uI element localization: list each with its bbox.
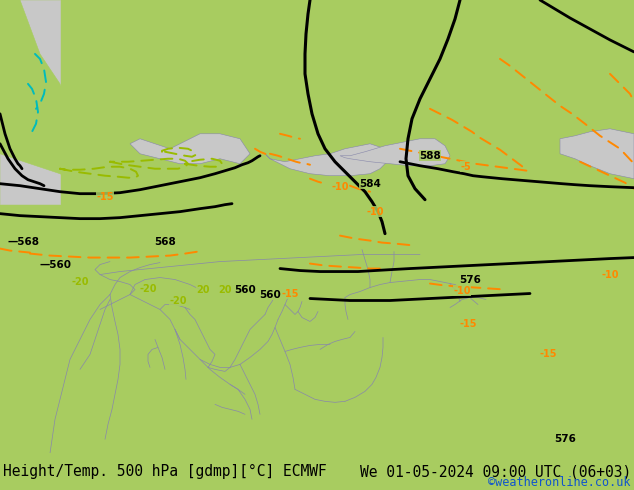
Text: -5: -5 xyxy=(461,162,471,172)
Polygon shape xyxy=(0,0,60,204)
Text: 568: 568 xyxy=(154,237,176,246)
Text: We 01-05-2024 09:00 UTC (06+03): We 01-05-2024 09:00 UTC (06+03) xyxy=(359,465,631,479)
Text: 584: 584 xyxy=(359,179,381,189)
Text: —560: —560 xyxy=(39,260,71,270)
Text: -20: -20 xyxy=(139,284,157,294)
Text: 20: 20 xyxy=(197,285,210,294)
Text: -10: -10 xyxy=(366,207,384,217)
Text: 20: 20 xyxy=(218,285,232,294)
Text: -15: -15 xyxy=(540,349,557,359)
Text: -15: -15 xyxy=(96,192,113,202)
Text: -10: -10 xyxy=(601,270,619,280)
Text: 588: 588 xyxy=(419,151,441,161)
Text: Height/Temp. 500 hPa [gdmp][°C] ECMWF: Height/Temp. 500 hPa [gdmp][°C] ECMWF xyxy=(3,465,327,479)
Text: -10: -10 xyxy=(331,182,349,192)
Text: -15: -15 xyxy=(281,289,299,298)
Text: -10: -10 xyxy=(453,286,471,295)
Text: -20: -20 xyxy=(169,295,187,305)
Polygon shape xyxy=(0,0,100,194)
Text: ©weatheronline.co.uk: ©weatheronline.co.uk xyxy=(488,476,631,489)
Text: 560: 560 xyxy=(259,290,281,299)
Polygon shape xyxy=(560,129,634,179)
Polygon shape xyxy=(265,144,390,176)
Text: 576: 576 xyxy=(554,434,576,444)
Text: —568: —568 xyxy=(8,237,40,246)
Text: -15: -15 xyxy=(459,319,477,329)
Text: 560: 560 xyxy=(234,285,256,294)
Text: -20: -20 xyxy=(71,276,89,287)
Text: 576: 576 xyxy=(459,274,481,285)
Polygon shape xyxy=(340,139,450,166)
Polygon shape xyxy=(130,134,250,164)
